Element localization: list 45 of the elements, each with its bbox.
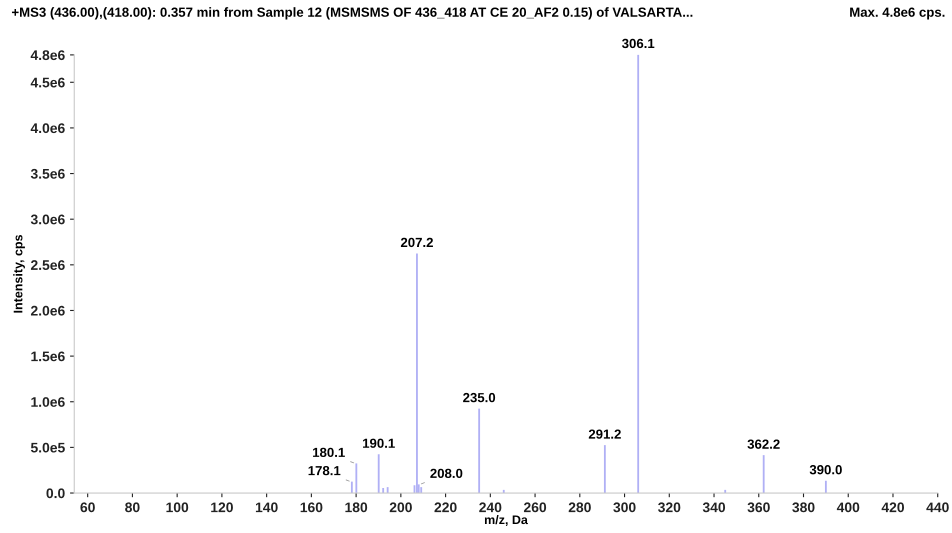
x-tick-label: 100 [166,502,188,512]
x-tick-label: 160 [300,502,322,512]
x-tick-label: 320 [658,502,680,512]
y-tick-label: 1.5e6 [31,351,65,362]
y-tick-label: 2.5e6 [30,260,65,270]
x-tick-label: 220 [434,502,457,512]
annotation: 180.1 [313,448,345,458]
x-tick-label: 200 [390,502,412,512]
chart-subtitle: Max. 4.8e6 cps. [850,8,944,20]
x-tick-label: 380 [792,502,815,512]
chart-title: +MS3 (436.00),(418.00): 0.357 min from Sample 12 (MSMSMS OF 436_418 AT CE 20_AF2 0.15) of VALSARTA... [12,7,692,20]
x-tick-label: 80 [125,502,140,512]
annotation: 235.0 [463,392,496,402]
annotation: 190.1 [363,438,395,448]
y-tick-label: 2.0e6 [30,306,65,316]
y-tick-label: 4.8e6 [30,50,65,60]
x-tick-label: 260 [524,502,546,512]
x-tick-label: 120 [211,502,233,512]
y-tick-label: 0.0 [46,488,65,498]
x-axis-title: m/z, Da [484,515,528,526]
annotation: 306.1 [622,38,654,48]
annotation: 208.0 [430,468,462,478]
x-tick-label: 180 [345,502,368,512]
x-tick-label: 360 [747,502,770,512]
y-tick-label: 3.0e6 [30,214,65,224]
y-tick-label: 4.5e6 [30,78,65,88]
annotation: 291.2 [588,429,621,439]
x-tick-label: 340 [702,502,726,512]
annotation: 362.2 [747,439,780,449]
x-tick-label: 420 [882,502,904,512]
annotation: 178.1 [308,466,340,476]
x-tick-label: 400 [836,502,860,512]
y-tick-label: 1.0e6 [31,397,65,407]
annotation: 207.2 [400,238,433,248]
x-tick-label: 140 [256,502,278,512]
y-axis-title: Intensity, cps [13,234,25,313]
annotation: 390.0 [810,465,842,474]
y-tick-label: 3.5e6 [30,168,65,179]
x-tick-label: 280 [568,502,591,512]
y-tick-label: 5.0e5 [30,442,65,453]
x-tick-label: 300 [613,502,636,512]
x-tick-label: 440 [926,502,949,512]
x-tick-label: 240 [479,502,502,512]
y-tick-label: 4.0e6 [30,123,65,134]
x-tick-label: 60 [80,502,95,512]
